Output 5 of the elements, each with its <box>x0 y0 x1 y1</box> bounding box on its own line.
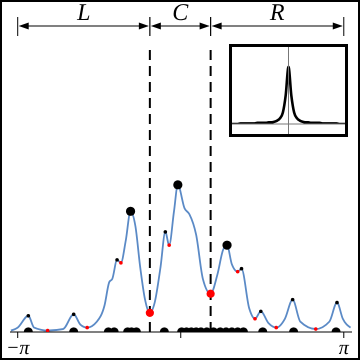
x-tick-label: π <box>338 337 350 360</box>
text: L <box>76 0 90 26</box>
text: R <box>268 0 285 26</box>
text: C <box>172 0 190 26</box>
x-tick-label: −π <box>6 337 30 360</box>
